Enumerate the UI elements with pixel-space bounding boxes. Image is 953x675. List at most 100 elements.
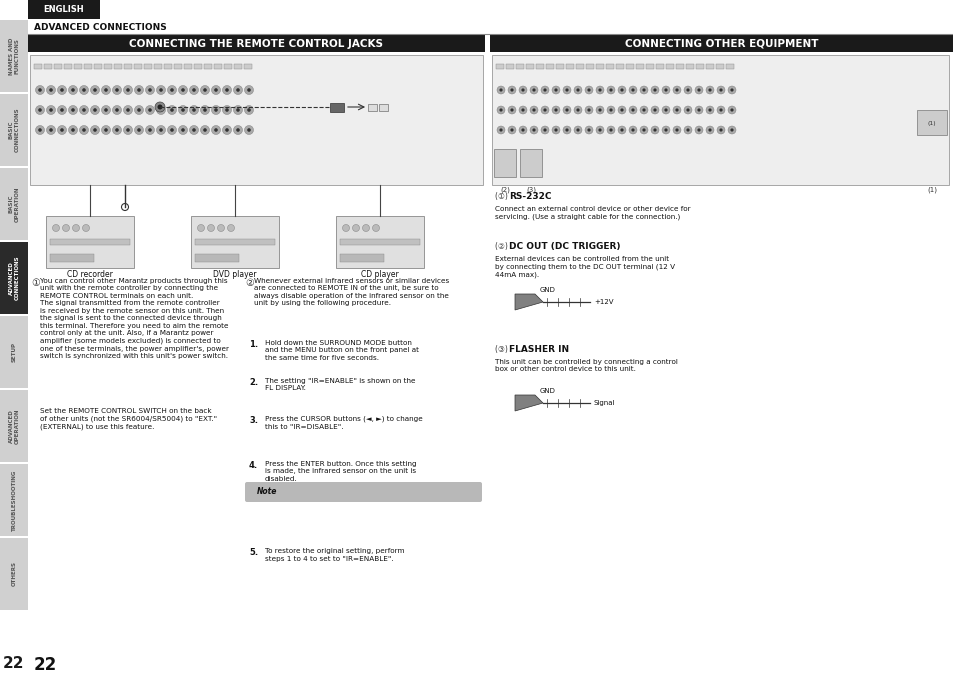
Bar [28, 35, 484, 52]
Bar [585, 64, 594, 69]
Circle shape [498, 88, 502, 92]
Circle shape [214, 88, 217, 92]
Circle shape [552, 106, 559, 114]
Bar [0, 20, 28, 92]
Bar [676, 64, 683, 69]
Bar [545, 64, 554, 69]
Bar [144, 64, 152, 69]
Circle shape [576, 88, 579, 92]
Text: BASIC
CONNECTIONS: BASIC CONNECTIONS [9, 108, 19, 153]
Circle shape [227, 225, 234, 232]
Circle shape [653, 109, 656, 111]
Bar [64, 64, 71, 69]
Circle shape [123, 86, 132, 94]
Circle shape [653, 128, 656, 132]
Circle shape [497, 86, 504, 94]
Circle shape [362, 225, 369, 232]
Circle shape [71, 128, 74, 132]
Text: 1.: 1. [249, 340, 258, 349]
Bar [34, 64, 42, 69]
Circle shape [596, 126, 603, 134]
Circle shape [222, 126, 232, 134]
Circle shape [244, 105, 253, 115]
Circle shape [498, 128, 502, 132]
Circle shape [123, 126, 132, 134]
Circle shape [532, 128, 535, 132]
Circle shape [159, 88, 163, 92]
Bar [490, 35, 953, 52]
Circle shape [641, 88, 645, 92]
Circle shape [244, 86, 253, 94]
Circle shape [730, 128, 733, 132]
Circle shape [225, 108, 229, 112]
Circle shape [663, 88, 667, 92]
Circle shape [159, 128, 163, 132]
Bar [84, 64, 91, 69]
Circle shape [71, 88, 74, 92]
Circle shape [35, 86, 45, 94]
Circle shape [552, 86, 559, 94]
Circle shape [685, 128, 689, 132]
Circle shape [178, 105, 188, 115]
Circle shape [532, 109, 535, 111]
Circle shape [675, 128, 678, 132]
Circle shape [518, 86, 526, 94]
Circle shape [38, 88, 42, 92]
Circle shape [543, 109, 546, 111]
Circle shape [200, 105, 210, 115]
Text: 22: 22 [3, 655, 25, 670]
Circle shape [685, 88, 689, 92]
Circle shape [606, 86, 615, 94]
Circle shape [683, 126, 691, 134]
Circle shape [148, 108, 152, 112]
Circle shape [146, 86, 154, 94]
Circle shape [214, 108, 217, 112]
Circle shape [181, 128, 185, 132]
Bar [193, 64, 202, 69]
Text: You can control other Marantz products through this
unit with the remote control: You can control other Marantz products t… [40, 278, 229, 360]
Bar [44, 64, 52, 69]
Circle shape [156, 86, 165, 94]
Text: 3.: 3. [249, 416, 257, 425]
Circle shape [121, 203, 129, 211]
Circle shape [618, 106, 625, 114]
Circle shape [532, 88, 535, 92]
Circle shape [584, 86, 593, 94]
Circle shape [137, 128, 141, 132]
Circle shape [168, 105, 176, 115]
Text: (③): (③) [495, 345, 510, 354]
Circle shape [587, 88, 590, 92]
Circle shape [247, 128, 251, 132]
Circle shape [197, 225, 204, 232]
Circle shape [154, 102, 165, 112]
Bar [213, 64, 222, 69]
Text: ADVANCED CONNECTIONS: ADVANCED CONNECTIONS [34, 22, 167, 32]
Bar [716, 64, 723, 69]
Bar [656, 64, 663, 69]
Circle shape [653, 88, 656, 92]
Circle shape [554, 88, 557, 92]
Circle shape [69, 105, 77, 115]
Bar [492, 55, 948, 185]
Bar [330, 103, 344, 112]
Bar [74, 64, 82, 69]
Circle shape [104, 108, 108, 112]
Circle shape [510, 128, 513, 132]
Circle shape [115, 108, 119, 112]
Text: CD recorder: CD recorder [67, 271, 112, 279]
Circle shape [661, 126, 669, 134]
Circle shape [71, 108, 74, 112]
Circle shape [233, 126, 242, 134]
Text: Hold down the SURROUND MODE button
and the MENU button on the front panel at
the: Hold down the SURROUND MODE button and t… [265, 340, 418, 361]
Text: GND: GND [539, 388, 556, 394]
Circle shape [372, 225, 379, 232]
Text: This unit can be controlled by connecting a control
box or other control device : This unit can be controlled by connectin… [495, 359, 678, 373]
Circle shape [565, 128, 568, 132]
Text: Whenever external infrared sensors or similar devices
are connected to REMOTE IN: Whenever external infrared sensors or si… [253, 278, 449, 306]
Circle shape [719, 109, 721, 111]
Circle shape [170, 88, 173, 92]
Circle shape [705, 126, 713, 134]
Circle shape [35, 126, 45, 134]
Circle shape [675, 88, 678, 92]
Circle shape [192, 108, 195, 112]
